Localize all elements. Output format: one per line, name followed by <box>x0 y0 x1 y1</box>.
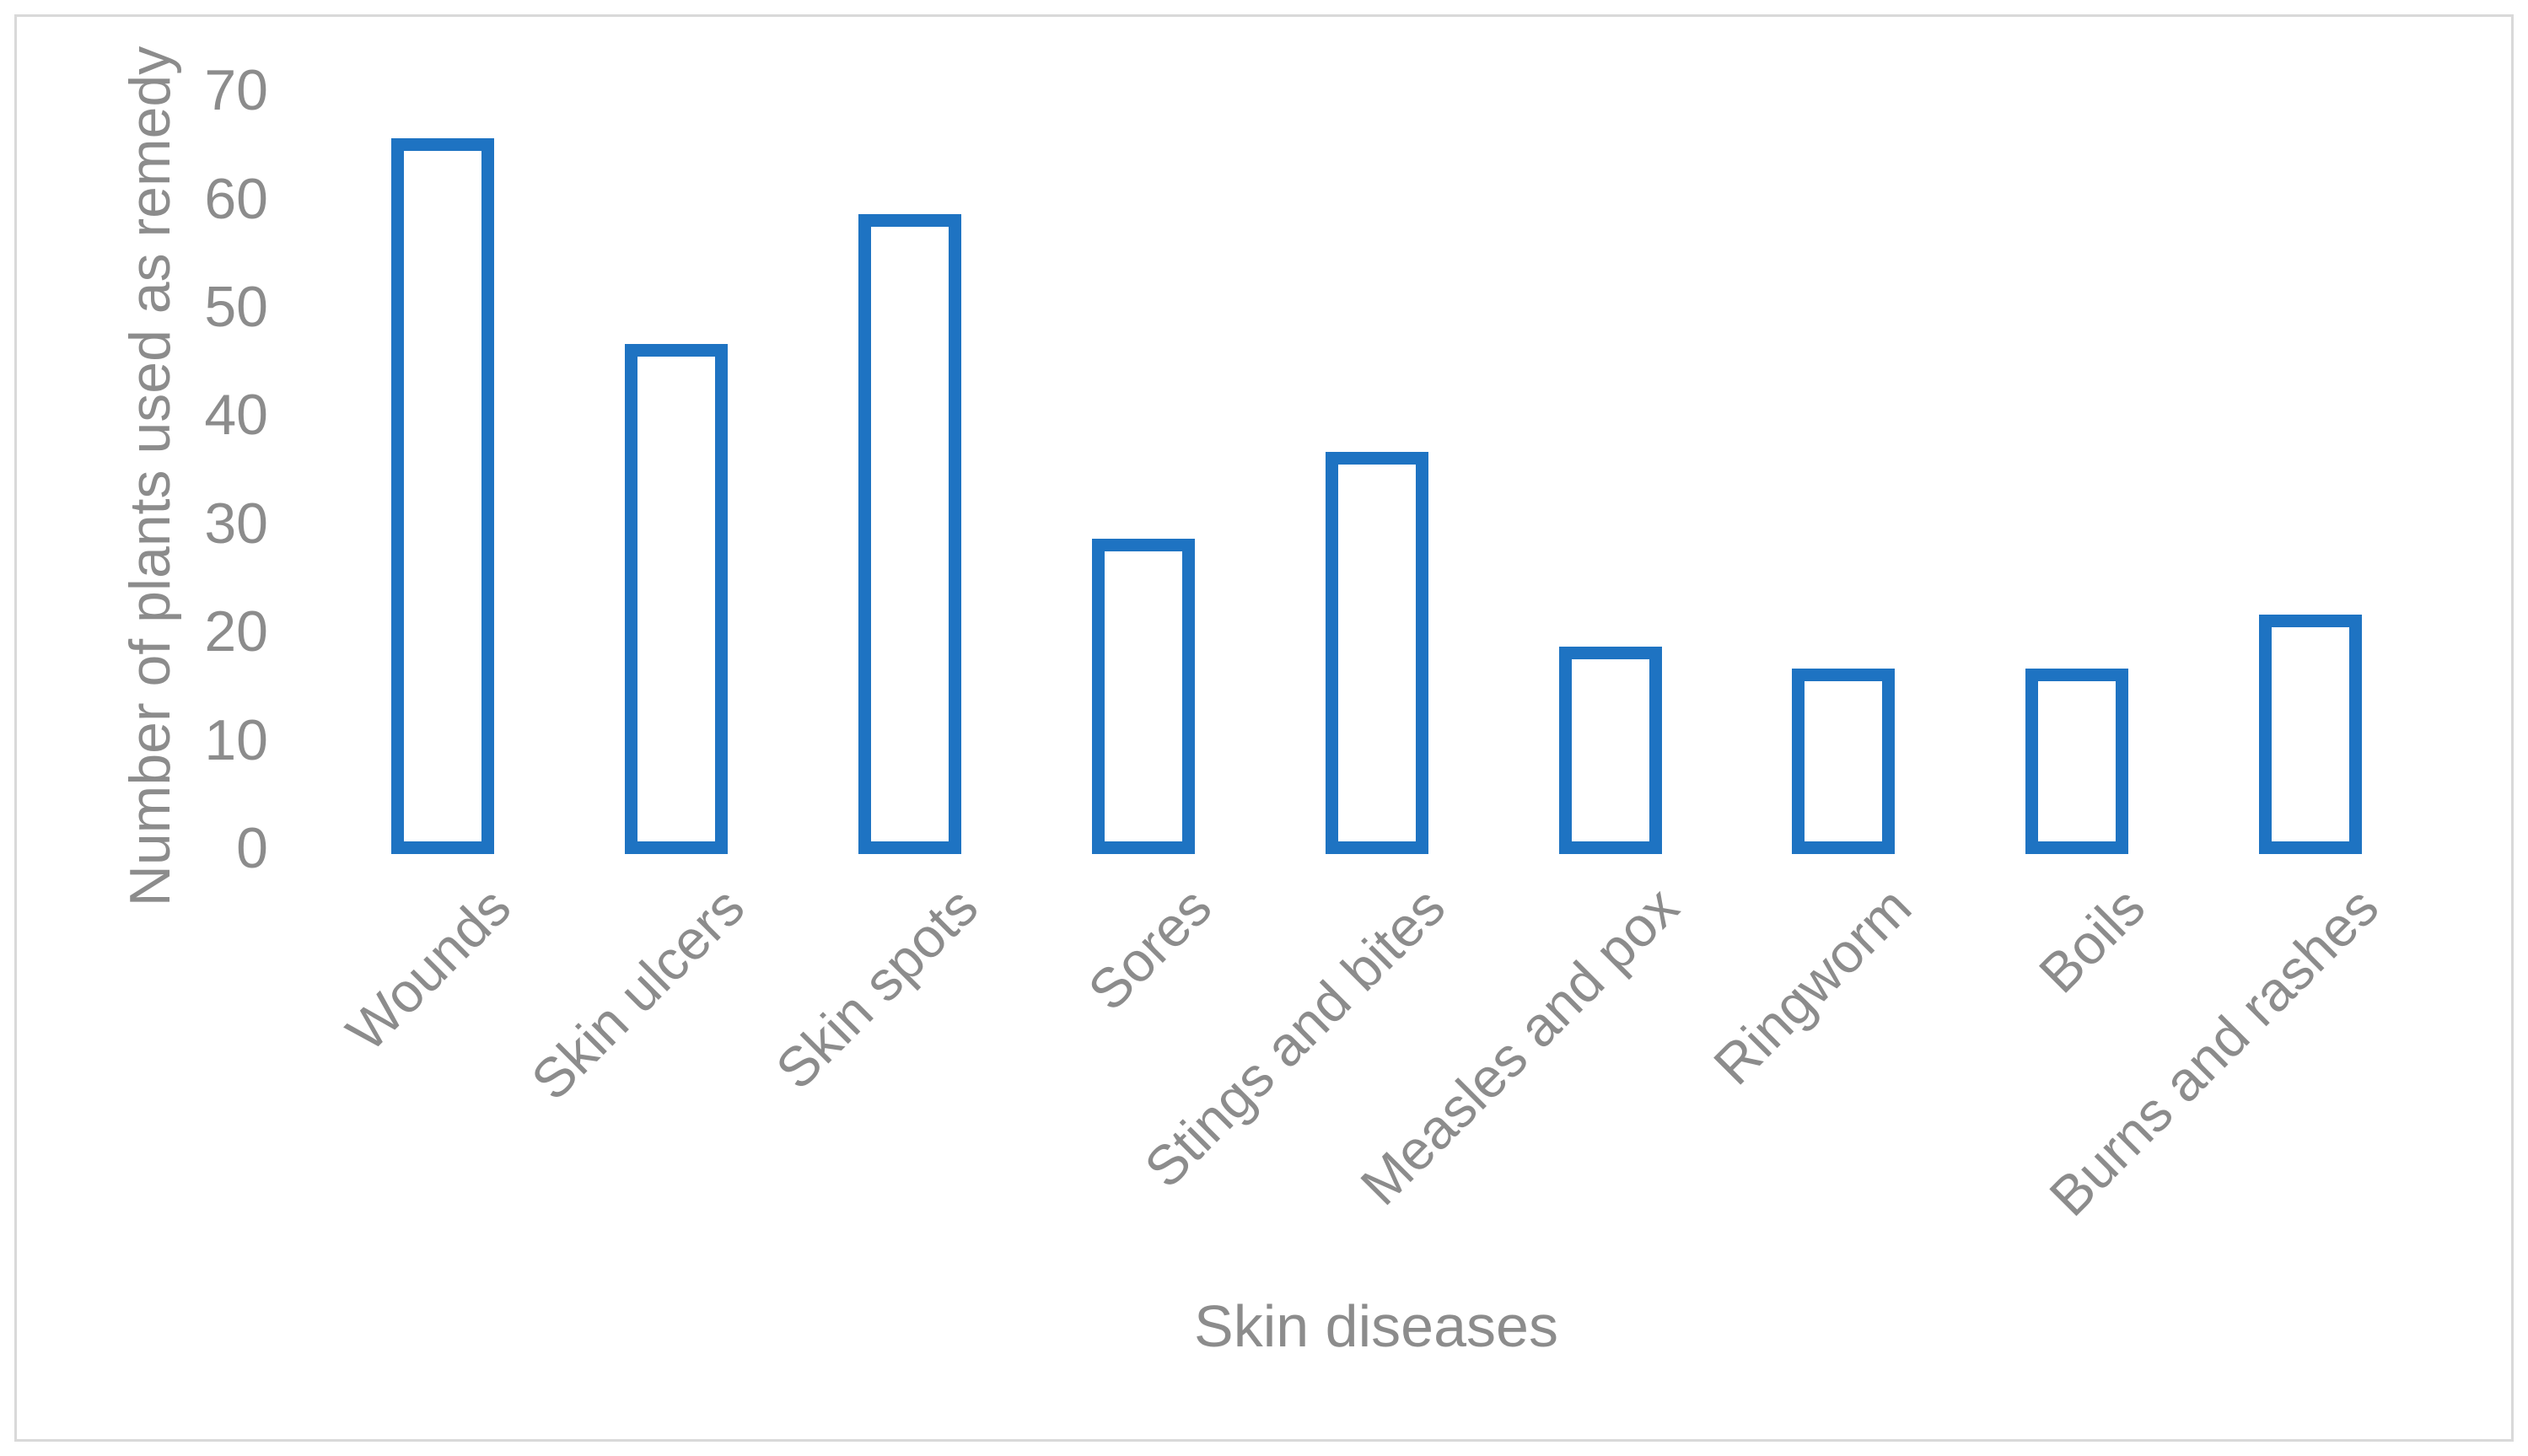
y-tick-label-30: 30 <box>204 491 268 556</box>
y-tick-label-50: 50 <box>204 275 268 339</box>
x-axis-title: Skin diseases <box>1194 1293 1558 1359</box>
bar-measles-and-pox <box>1558 647 1662 855</box>
bar-wounds <box>391 137 494 855</box>
y-tick-label-70: 70 <box>204 58 268 123</box>
y-tick-label-10: 10 <box>204 707 268 772</box>
figure-frame <box>14 14 2514 1442</box>
y-tick-label-20: 20 <box>204 599 268 664</box>
bar-sores <box>1091 538 1195 855</box>
y-tick-label-0: 0 <box>236 816 268 880</box>
bar-ringworm <box>1792 669 1896 855</box>
bar-boils <box>2025 669 2129 855</box>
bar-burns-and-rashes <box>2259 614 2363 855</box>
y-tick-label-60: 60 <box>204 166 268 231</box>
y-tick-label-40: 40 <box>204 383 268 448</box>
bar-skin-spots <box>858 213 961 855</box>
bar-stings-and-bites <box>1325 452 1428 855</box>
bar-skin-ulcers <box>624 343 728 855</box>
